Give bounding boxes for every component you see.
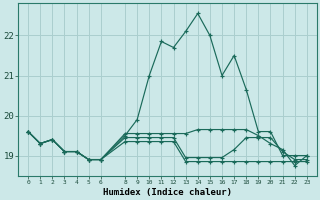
X-axis label: Humidex (Indice chaleur): Humidex (Indice chaleur) [103, 188, 232, 197]
